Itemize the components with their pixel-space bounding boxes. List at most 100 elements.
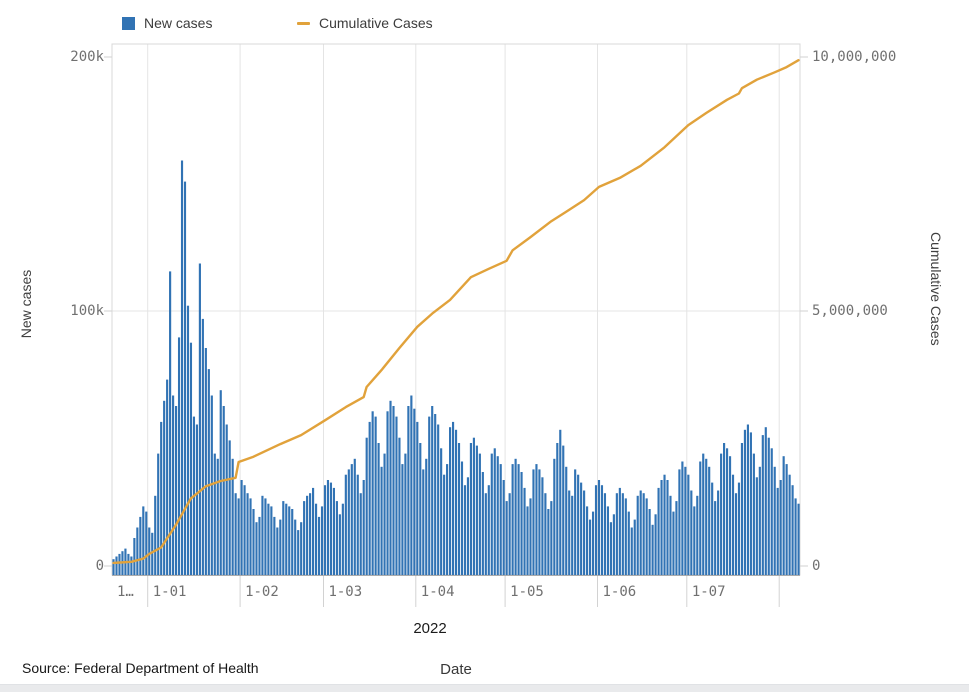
new-cases-bar[interactable] [451,421,455,575]
new-cases-bar[interactable] [201,318,204,575]
new-cases-bar[interactable] [142,506,145,575]
new-cases-bar[interactable] [243,485,246,575]
new-cases-bar[interactable] [478,453,481,575]
new-cases-bar[interactable] [335,501,338,575]
new-cases-bar[interactable] [309,493,312,575]
new-cases-bar[interactable] [627,511,630,575]
new-cases-bar[interactable] [377,443,380,575]
new-cases-bar[interactable] [651,524,654,575]
new-cases-bar[interactable] [395,416,398,575]
new-cases-bar[interactable] [636,495,639,575]
new-cases-bar[interactable] [127,553,130,575]
new-cases-bar[interactable] [326,480,330,575]
new-cases-bar[interactable] [350,464,353,575]
new-cases-bar[interactable] [493,448,496,575]
new-cases-bar[interactable] [725,448,729,575]
new-cases-bar[interactable] [237,498,240,575]
new-cases-bar[interactable] [312,487,315,575]
new-cases-bar[interactable] [297,530,300,575]
new-cases-bar[interactable] [502,480,505,575]
new-cases-bar[interactable] [186,305,190,575]
new-cases-bar[interactable] [356,474,359,575]
new-cases-bar[interactable] [639,490,642,576]
new-cases-bar[interactable] [705,458,708,575]
new-cases-bar[interactable] [225,424,228,576]
new-cases-bar[interactable] [216,458,219,575]
new-cases-bar[interactable] [523,487,526,575]
new-cases-bar[interactable] [404,453,407,575]
new-cases-bar[interactable] [371,411,374,575]
new-cases-bar[interactable] [425,458,428,575]
new-cases-bar[interactable] [728,456,732,575]
new-cases-bar[interactable] [511,464,514,575]
new-cases-bar[interactable] [270,506,273,575]
new-cases-bar[interactable] [288,506,291,575]
new-cases-bar[interactable] [755,477,758,575]
new-cases-bar[interactable] [279,519,282,575]
new-cases-bar[interactable] [541,477,544,575]
new-cases-bar[interactable] [648,509,651,575]
new-cases-bar[interactable] [249,498,252,575]
new-cases-bar[interactable] [258,516,261,575]
new-cases-bar[interactable] [207,369,210,575]
new-cases-bar[interactable] [672,511,675,575]
new-cases-bar[interactable] [550,501,553,575]
new-cases-bar[interactable] [720,453,723,575]
new-cases-bar[interactable] [600,485,604,575]
new-cases-bar[interactable] [338,514,341,575]
new-cases-bar[interactable] [711,482,714,575]
new-cases-bar[interactable] [597,480,601,575]
new-cases-bar[interactable] [752,453,755,575]
new-cases-bar[interactable] [303,501,306,575]
new-cases-bar[interactable] [520,472,523,575]
new-cases-bar[interactable] [163,400,166,575]
new-cases-bar[interactable] [615,493,618,575]
new-cases-bar[interactable] [195,424,198,576]
new-cases-bar[interactable] [663,474,666,575]
new-cases-bar[interactable] [183,181,187,575]
new-cases-bar[interactable] [702,453,705,575]
new-cases-bar[interactable] [136,527,139,576]
new-cases-bar[interactable] [341,503,344,575]
new-cases-bar[interactable] [365,437,368,575]
new-cases-bar[interactable] [172,395,175,576]
new-cases-bar[interactable] [621,493,624,575]
new-cases-bar[interactable] [586,506,589,575]
new-cases-bar[interactable] [359,493,362,575]
new-cases-bar[interactable] [699,461,702,576]
new-cases-bar[interactable] [594,485,598,575]
new-cases-bar[interactable] [547,509,550,575]
new-cases-bar[interactable] [740,443,744,575]
new-cases-bar[interactable] [571,495,574,575]
new-cases-bar[interactable] [487,485,490,575]
new-cases-bar[interactable] [317,516,321,575]
new-cases-bar[interactable] [645,498,648,575]
new-cases-bar[interactable] [380,466,383,575]
new-cases-bar[interactable] [574,469,577,575]
new-cases-bar[interactable] [255,522,258,575]
new-cases-bar[interactable] [392,406,395,575]
new-cases-bar[interactable] [717,490,720,576]
new-cases-bar[interactable] [267,503,270,575]
new-cases-bar[interactable] [761,435,764,575]
new-cases-bar[interactable] [240,480,243,575]
new-cases-bar[interactable] [463,485,467,575]
new-cases-bar[interactable] [743,429,747,575]
new-cases-bar[interactable] [797,503,800,575]
new-cases-bar[interactable] [776,487,779,575]
new-cases-bar[interactable] [535,464,538,575]
new-cases-bar[interactable] [368,421,371,575]
new-cases-bar[interactable] [517,464,520,575]
new-cases-bar[interactable] [323,485,327,575]
new-cases-bar[interactable] [130,556,133,576]
new-cases-bar[interactable] [731,474,735,575]
new-cases-bar[interactable] [642,493,645,575]
new-cases-bar[interactable] [466,477,470,575]
new-cases-bar[interactable] [169,271,172,575]
new-cases-bar[interactable] [401,464,404,575]
new-cases-bar[interactable] [434,414,437,575]
new-cases-bar[interactable] [723,443,726,575]
new-cases-bar[interactable] [767,437,770,575]
new-cases-bar[interactable] [583,490,586,576]
new-cases-bar[interactable] [490,453,493,575]
